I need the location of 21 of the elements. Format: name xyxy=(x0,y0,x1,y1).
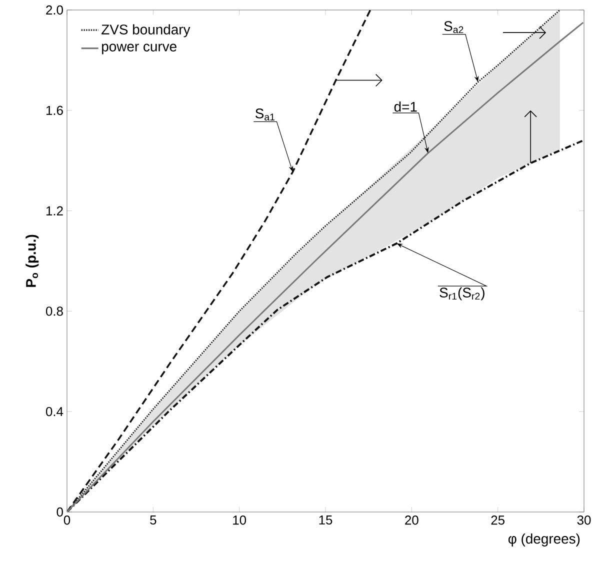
x-tick-label: 0 xyxy=(64,516,70,525)
y-tick-label: 1.2 xyxy=(46,206,63,216)
x-tick-label: 15 xyxy=(319,516,332,525)
x-tick-label: 5 xyxy=(150,516,156,525)
x-tick-label: 25 xyxy=(491,516,504,525)
x-axis-title: φ (degrees) xyxy=(508,533,580,546)
annotation: S$_{r1}$(S$_{r2}$) xyxy=(440,287,484,300)
annotation: d=1 xyxy=(394,101,417,112)
legend-label: ZVS boundary xyxy=(102,24,190,38)
legend-label: power curve xyxy=(102,44,176,54)
annotation: S$_{a2}$ xyxy=(444,21,464,34)
y-tick-label: 0.8 xyxy=(46,306,63,316)
y-tick-label: 0.4 xyxy=(46,407,64,416)
y-tick-label: 0 xyxy=(56,507,63,517)
x-tick-label: 20 xyxy=(405,516,418,525)
x-tick-label: 10 xyxy=(233,516,246,525)
annotation: S$_{a1}$ xyxy=(255,108,275,120)
y-axis-title: P$_{o}$ (p.u.) xyxy=(26,234,39,287)
x-tick-label: 30 xyxy=(577,516,591,525)
y-tick-label: 2.0 xyxy=(46,5,63,15)
y-tick-label: 1.6 xyxy=(46,106,63,115)
